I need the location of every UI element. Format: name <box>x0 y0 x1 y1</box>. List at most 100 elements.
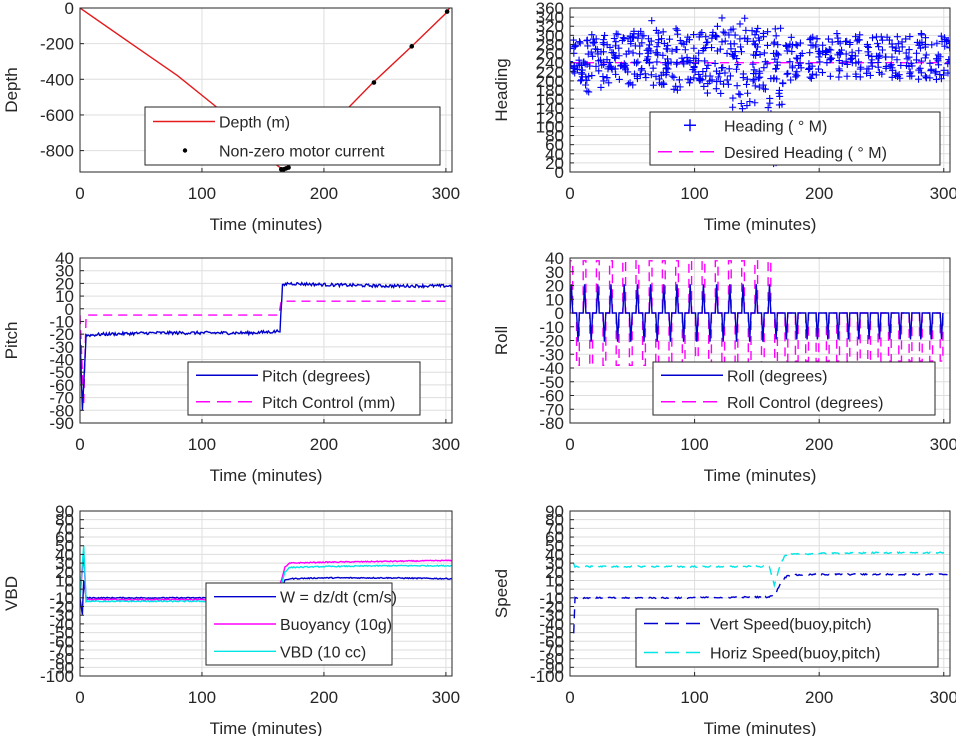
y-tick-label: 0 <box>65 300 74 319</box>
heading-point <box>917 69 925 77</box>
heading-point <box>601 31 609 39</box>
heading-point <box>716 77 724 85</box>
heading-point <box>851 52 859 60</box>
legend-box <box>144 106 441 166</box>
heading-point <box>655 36 663 44</box>
heading-point <box>742 26 750 34</box>
heading-point <box>696 75 704 83</box>
heading-point <box>882 62 890 70</box>
heading-point <box>716 45 724 53</box>
heading-point <box>741 34 749 42</box>
heading-point <box>846 39 854 47</box>
series-line-1 <box>573 551 950 589</box>
heading-point <box>647 71 655 79</box>
y-tick-label: -30 <box>539 345 564 364</box>
y-tick-label: 40 <box>545 249 564 268</box>
y-axis-label: Roll <box>492 326 511 355</box>
y-tick-label: -90 <box>49 414 74 433</box>
heading-point <box>755 67 763 75</box>
heading-point <box>843 37 851 45</box>
heading-point <box>932 75 940 83</box>
heading-point <box>917 57 925 65</box>
heading-point <box>833 30 841 38</box>
heading-point <box>756 73 764 81</box>
y-tick-label: 90 <box>545 502 564 521</box>
heading-point <box>815 53 823 61</box>
y-tick-label: 40 <box>55 545 74 564</box>
heading-point <box>670 73 678 81</box>
y-tick-label: 0 <box>65 0 74 18</box>
heading-point <box>819 41 827 49</box>
heading-point <box>638 65 646 73</box>
y-tick-label: 30 <box>545 263 564 282</box>
axes-frame <box>79 7 453 173</box>
heading-point <box>766 99 774 107</box>
heading-point <box>645 41 653 49</box>
heading-point <box>782 41 790 49</box>
heading-point <box>652 26 660 34</box>
heading-point <box>575 38 583 46</box>
heading-point <box>664 59 672 67</box>
y-tick-label: 30 <box>55 262 74 281</box>
heading-point <box>647 37 655 45</box>
heading-point <box>696 30 704 38</box>
heading-point <box>875 68 883 76</box>
heading-point <box>878 46 886 54</box>
heading-point <box>918 31 926 39</box>
y-tick-label: 30 <box>545 554 564 573</box>
x-axis-label: Time (minutes) <box>210 215 323 234</box>
heading-point <box>941 36 949 44</box>
y-tick-label: -30 <box>539 606 564 625</box>
heading-point <box>666 35 674 43</box>
legend-label: Roll Control (degrees) <box>727 395 884 412</box>
heading-point <box>678 39 686 47</box>
x-tick-label: 300 <box>930 688 956 707</box>
heading-point <box>863 42 871 50</box>
heading-point <box>625 47 633 55</box>
heading-point <box>607 64 615 72</box>
heading-point <box>749 77 757 85</box>
heading-point <box>937 75 945 83</box>
x-axis-label: Time (minutes) <box>704 466 817 485</box>
heading-point <box>591 45 599 53</box>
heading-point <box>577 77 585 85</box>
heading-point <box>679 58 687 66</box>
heading-point <box>668 72 676 80</box>
heading-point <box>834 38 842 46</box>
heading-point <box>721 37 729 45</box>
heading-point <box>760 64 768 72</box>
heading-point <box>690 44 698 52</box>
heading-point <box>675 76 683 84</box>
heading-point <box>703 89 711 97</box>
heading-point <box>873 39 881 47</box>
y-tick-label: 20 <box>545 277 564 296</box>
y-tick-label: -60 <box>539 632 564 651</box>
heading-point <box>643 55 651 63</box>
heading-point <box>737 99 745 107</box>
y-tick-label: 90 <box>55 502 74 521</box>
y-tick-label: -600 <box>40 106 74 125</box>
heading-point <box>754 24 762 32</box>
heading-point <box>793 42 801 50</box>
y-tick-label: -60 <box>49 632 74 651</box>
heading-point <box>732 65 740 73</box>
heading-point <box>752 28 760 36</box>
heading-point <box>654 51 662 59</box>
heading-point <box>668 47 676 55</box>
heading-point <box>794 55 802 63</box>
heading-point <box>733 82 741 90</box>
heading-point <box>754 43 762 51</box>
heading-point <box>576 39 584 47</box>
y-tick-label: 300 <box>536 26 564 45</box>
heading-point <box>641 70 649 78</box>
y-tick-label: -60 <box>539 387 564 406</box>
heading-point <box>878 36 886 44</box>
y-tick-label: -80 <box>539 650 564 669</box>
heading-point <box>700 44 708 52</box>
heading-point <box>659 28 667 36</box>
heading-point <box>812 41 820 49</box>
heading-point <box>711 59 719 67</box>
heading-point <box>786 40 794 48</box>
y-tick-label: 70 <box>55 519 74 538</box>
heading-point <box>763 60 771 68</box>
